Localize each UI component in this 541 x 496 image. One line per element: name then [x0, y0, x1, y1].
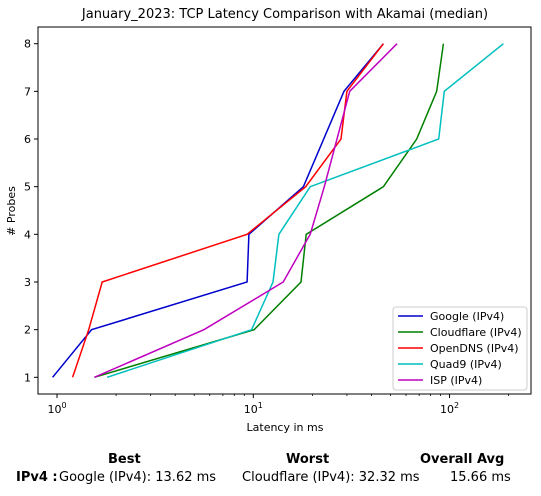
x-axis-label: Latency in ms — [247, 421, 324, 434]
x-axis: 100 101 102 — [47, 394, 510, 416]
y-tick-label: 5 — [24, 181, 31, 194]
row-label-ipv4: IPv4 : — [16, 470, 58, 485]
legend-label: Cloudflare (IPv4) — [430, 326, 522, 339]
y-axis: 1 2 3 4 5 6 7 8 — [24, 38, 38, 384]
y-tick-label: 2 — [24, 324, 31, 337]
series-line — [71, 43, 384, 378]
series-line — [52, 43, 384, 378]
legend-label: Google (IPv4) — [430, 310, 504, 323]
overall-avg-value: 15.66 ms — [450, 470, 511, 485]
y-tick-label: 6 — [24, 133, 31, 146]
y-tick-label: 8 — [24, 38, 31, 51]
y-tick-label: 3 — [24, 276, 31, 289]
y-tick-label: 1 — [24, 371, 31, 384]
legend: Google (IPv4) Cloudflare (IPv4) OpenDNS (I… — [392, 306, 528, 391]
worst-value: Cloudflare (IPv4): 32.32 ms — [242, 470, 420, 485]
best-header: Best — [108, 452, 141, 467]
chart-title: January_2023: TCP Latency Comparison wit… — [81, 7, 488, 22]
plot-frame — [37, 26, 532, 395]
series-line — [106, 43, 504, 379]
legend-label: OpenDNS (IPv4) — [430, 342, 519, 355]
best-value: Google (IPv4): 13.62 ms — [59, 470, 217, 485]
x-tick-label: 102 — [440, 401, 459, 416]
chart: January_2023: TCP Latency Comparison wit… — [5, 7, 532, 434]
y-tick-label: 4 — [24, 228, 31, 241]
legend-label: ISP (IPv4) — [430, 374, 482, 387]
y-axis-label: # Probes — [5, 186, 18, 236]
series-lines — [52, 43, 504, 379]
x-tick-label: 100 — [47, 401, 66, 416]
series-line — [94, 43, 445, 379]
x-tick-label: 101 — [244, 401, 263, 416]
series-line — [94, 43, 398, 378]
summary-table: Best Worst Overall Avg IPv4 : Google (IP… — [0, 450, 541, 496]
legend-label: Quad9 (IPv4) — [430, 358, 502, 371]
y-tick-label: 7 — [24, 85, 31, 98]
worst-header: Worst — [286, 452, 330, 467]
overall-avg-header: Overall Avg — [420, 452, 505, 467]
legend-box — [392, 306, 528, 391]
